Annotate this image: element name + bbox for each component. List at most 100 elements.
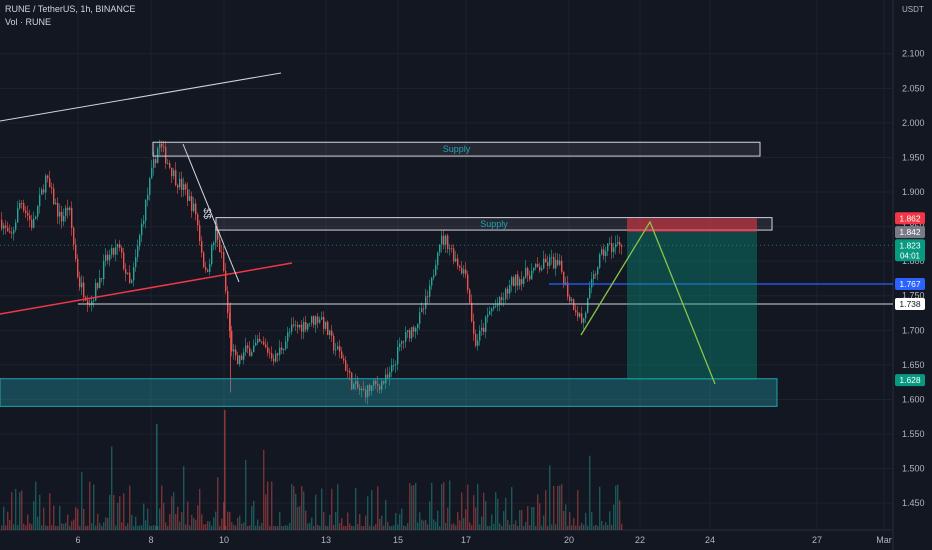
- candle-body: [215, 229, 217, 243]
- candle-body: [505, 288, 507, 299]
- volume-bar: [323, 511, 325, 530]
- volume-bar: [513, 524, 515, 530]
- candle-body: [479, 330, 481, 341]
- volume-bar: [455, 525, 457, 530]
- price-tag: [895, 226, 925, 239]
- candle-body: [445, 235, 447, 245]
- candle-body: [241, 355, 243, 360]
- volume-bar: [481, 516, 483, 530]
- x-tick-label: 8: [148, 535, 153, 545]
- candle-body: [417, 323, 419, 329]
- volume-bar: [3, 506, 5, 530]
- volume-bar: [339, 523, 341, 530]
- candle-body: [165, 147, 167, 164]
- volume-bar: [139, 525, 141, 530]
- volume-bar: [583, 524, 585, 530]
- volume-bar: [57, 525, 59, 530]
- candle-body: [537, 263, 539, 267]
- volume-bar: [313, 525, 315, 530]
- candle-body: [431, 277, 433, 286]
- candle-body: [357, 381, 359, 389]
- volume-bar: [519, 510, 521, 530]
- price-tag-value: 1.823: [899, 240, 921, 250]
- volume-bar: [349, 523, 351, 530]
- volume-bar: [9, 519, 11, 530]
- candle-body: [237, 355, 239, 365]
- volume-bar: [449, 480, 451, 530]
- volume-bar: [15, 488, 17, 530]
- candle-body: [55, 202, 57, 205]
- candle-body: [185, 184, 187, 190]
- candle-body: [119, 244, 121, 248]
- volume-bar: [521, 510, 523, 530]
- candle-body: [305, 322, 307, 330]
- volume-bar: [417, 522, 419, 530]
- volume-bar: [201, 514, 203, 530]
- candle-body: [459, 265, 461, 268]
- volume-bar: [469, 522, 471, 530]
- candle-body: [219, 239, 221, 253]
- volume-bar: [315, 494, 317, 530]
- candle-body: [619, 242, 621, 246]
- candle-body: [509, 285, 511, 294]
- volume-bar: [199, 488, 201, 530]
- candle-body: [141, 223, 143, 236]
- candle-body: [407, 330, 409, 333]
- candle-body: [511, 277, 513, 286]
- volume-bar: [365, 515, 367, 530]
- candle-body: [311, 316, 313, 324]
- volume-bar: [115, 525, 117, 530]
- volume-bar: [279, 511, 281, 530]
- volume-bar: [343, 525, 345, 530]
- volume-bar: [383, 525, 385, 530]
- volume-bar: [47, 526, 49, 530]
- candle-body: [59, 211, 61, 217]
- candle-body: [23, 203, 25, 211]
- volume-bar: [25, 525, 27, 530]
- candle-body: [559, 260, 561, 265]
- candle-body: [617, 242, 619, 244]
- volume-bar: [295, 493, 297, 530]
- candle-body: [295, 325, 297, 326]
- volume-bar: [159, 508, 161, 530]
- candle-body: [523, 277, 525, 284]
- volume-bar: [401, 508, 403, 530]
- candle-body: [245, 345, 247, 353]
- volume-bar: [357, 523, 359, 530]
- candle-body: [17, 208, 19, 223]
- volume-bar: [35, 481, 37, 530]
- volume-bar: [411, 485, 413, 530]
- candle-body: [179, 178, 181, 188]
- volume-bar: [213, 517, 215, 530]
- x-tick-label: Mar: [876, 535, 892, 545]
- candle-body: [297, 325, 299, 328]
- volume-bar: [573, 517, 575, 530]
- volume-bar: [177, 506, 179, 530]
- candle-body: [395, 364, 397, 366]
- candle-body: [25, 210, 27, 213]
- candle-body: [361, 388, 363, 391]
- candle-body: [195, 203, 197, 215]
- candle-body: [589, 287, 591, 299]
- volume-bar: [187, 501, 189, 530]
- candle-body: [51, 187, 53, 189]
- volume-bar: [169, 514, 171, 530]
- volume-bar: [475, 507, 477, 530]
- volume-bar: [13, 524, 15, 530]
- candle-body: [221, 252, 223, 254]
- volume-bar: [85, 525, 87, 530]
- volume-bar: [413, 485, 415, 530]
- candle-body: [291, 324, 293, 332]
- candle-body: [129, 272, 131, 283]
- candle-body: [153, 159, 155, 168]
- candle-body: [301, 324, 303, 332]
- candle-body: [247, 345, 249, 349]
- volume-bar: [277, 525, 279, 530]
- candle-body: [541, 268, 543, 271]
- volume-bar: [457, 512, 459, 530]
- price-tag-value: 1.842: [899, 227, 921, 237]
- candle-body: [63, 215, 65, 222]
- volume-bar: [285, 525, 287, 530]
- candle-body: [287, 332, 289, 342]
